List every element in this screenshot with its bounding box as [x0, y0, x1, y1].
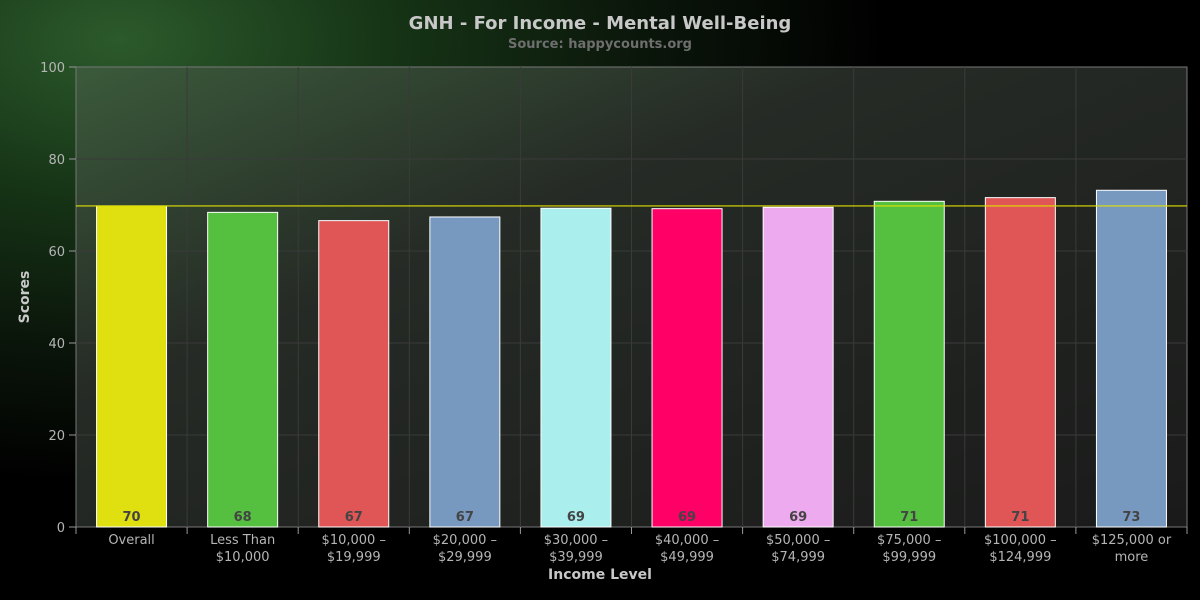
bar: [429, 216, 501, 528]
y-tick-label: 60: [48, 245, 65, 260]
x-tick-label: $100,000 –: [984, 533, 1057, 548]
x-tick-label: Less Than: [210, 533, 275, 548]
x-axis-title: Income Level: [548, 567, 652, 583]
x-tick-label: more: [1115, 550, 1149, 565]
data-label: 67: [456, 510, 474, 525]
x-tick-label: $39,999: [549, 550, 603, 565]
bar: [540, 207, 612, 528]
x-tick-label: $74,999: [771, 550, 825, 565]
x-tick-label: $40,000 –: [655, 533, 719, 548]
y-tick-label: 0: [57, 521, 65, 536]
bar: [96, 205, 168, 528]
bar: [1095, 189, 1167, 528]
bar: [651, 208, 723, 528]
x-tick-label: $30,000 –: [544, 533, 608, 548]
bar: [873, 200, 945, 528]
data-label: 71: [900, 510, 918, 525]
chart-subtitle: Source: happycounts.org: [508, 37, 692, 52]
data-label: 69: [789, 510, 807, 525]
y-tick-label: 20: [48, 429, 65, 444]
x-tick-label: $125,000 or: [1092, 533, 1172, 548]
x-tick-label: Overall: [108, 533, 154, 548]
data-label: 69: [678, 510, 696, 525]
data-label: 68: [234, 510, 252, 525]
y-tick-label: 80: [48, 153, 65, 168]
data-label: 69: [567, 510, 585, 525]
y-axis: 0 20 40 60 80 100: [40, 61, 76, 536]
x-tick-label: $124,999: [989, 550, 1051, 565]
bar: [207, 211, 279, 528]
x-tick-label: $10,000: [216, 550, 270, 565]
data-label: 70: [123, 510, 141, 525]
x-tick-label: $10,000 –: [322, 533, 386, 548]
data-label: 67: [345, 510, 363, 525]
x-tick-label: $29,999: [438, 550, 492, 565]
x-tick-label: $19,999: [327, 550, 381, 565]
x-axis: Overall Less Than $10,000 $10,000 – $19,999 $…: [75, 527, 1188, 565]
bar: [762, 206, 834, 528]
data-label: 73: [1122, 510, 1140, 525]
y-axis-title: Scores: [17, 271, 33, 324]
x-tick-label: $99,999: [882, 550, 936, 565]
x-tick-label: $49,999: [660, 550, 714, 565]
y-tick-label: 100: [40, 61, 65, 76]
x-tick-label: $75,000 –: [877, 533, 941, 548]
bars: 70 68 67 67 69 69 69 71 71 73: [76, 189, 1187, 528]
y-tick-label: 40: [48, 337, 65, 352]
bar: [984, 197, 1056, 528]
bar: [318, 220, 390, 528]
data-label: 71: [1011, 510, 1029, 525]
x-tick-label: $20,000 –: [433, 533, 497, 548]
chart-title: GNH - For Income - Mental Well-Being: [409, 13, 792, 34]
x-tick-label: $50,000 –: [766, 533, 830, 548]
